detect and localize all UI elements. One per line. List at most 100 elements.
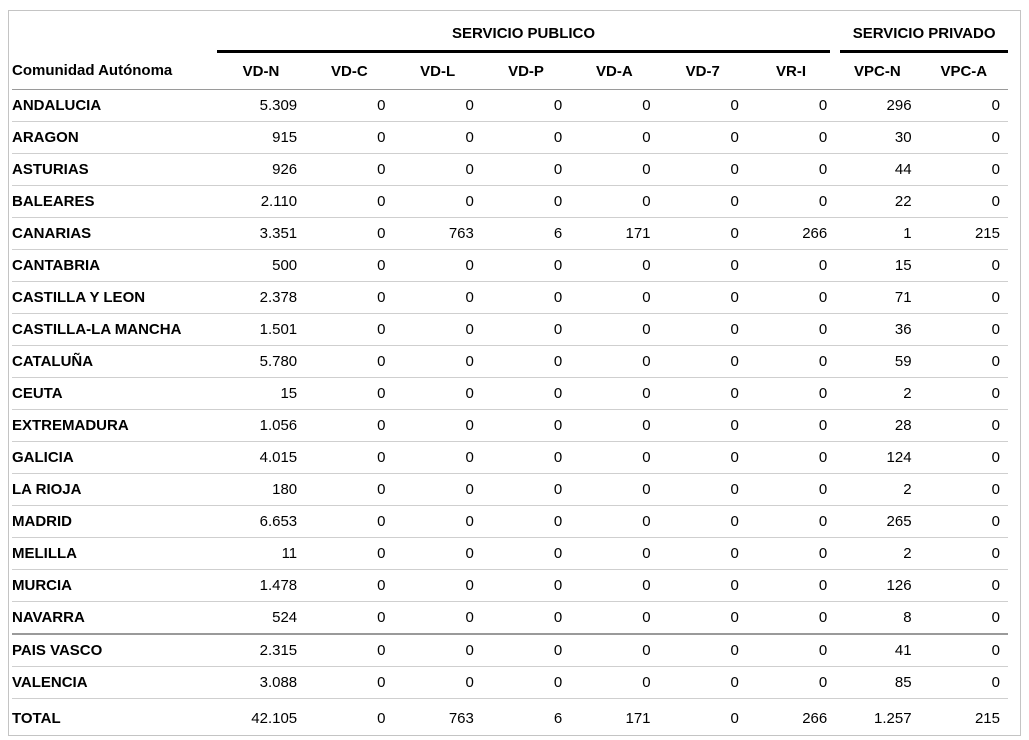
row-community-name: MADRID: [12, 505, 217, 538]
row-value-cell: 2.378: [216, 281, 306, 314]
table-row: CASTILLA Y LEON 2.378 0 0 0 0 0 0 71 0: [12, 281, 1008, 314]
row-community-name: VALENCIA: [12, 666, 217, 699]
table-row: NAVARRA 524 0 0 0 0 0 0 8 0: [12, 601, 1008, 635]
table-row: ASTURIAS 926 0 0 0 0 0 0 44 0: [12, 153, 1008, 186]
row-value-cell: 0: [393, 313, 482, 346]
row-value-cell: 0: [658, 121, 747, 154]
table-row: CANTABRIA 500 0 0 0 0 0 0 15 0: [12, 249, 1008, 282]
row-value-cell: 0: [305, 249, 394, 282]
row-value-cell: 0: [746, 441, 836, 474]
row-value-cell: 0: [919, 505, 1008, 538]
row-value-cell: 296: [835, 89, 920, 122]
row-value-cell: 0: [393, 121, 482, 154]
row-value-cell: 0: [393, 633, 482, 667]
row-value-cell: 926: [216, 153, 306, 186]
row-value-cell: 0: [305, 153, 394, 186]
column-header: VD-A: [570, 51, 659, 90]
row-value-cell: 0: [919, 601, 1008, 635]
row-value-cell: 0: [393, 569, 482, 602]
row-value-cell: 0: [658, 217, 747, 250]
row-value-cell: 763: [393, 217, 482, 250]
row-value-cell: 0: [658, 569, 747, 602]
row-value-cell: 15: [835, 249, 920, 282]
row-value-cell: 0: [746, 537, 836, 570]
row-community-name: NAVARRA: [12, 601, 217, 635]
row-value-cell: 1.478: [216, 569, 306, 602]
group-header-empty: [12, 16, 217, 52]
row-value-cell: 0: [746, 121, 836, 154]
row-value-cell: 0: [570, 89, 659, 122]
column-header-row: Comunidad Autónoma VD-N VD-C VD-L VD-P V…: [12, 51, 1008, 90]
row-value-cell: 0: [393, 345, 482, 378]
row-value-cell: 0: [746, 633, 836, 667]
row-community-name: ARAGON: [12, 121, 217, 154]
row-value-cell: 0: [919, 473, 1008, 506]
row-value-cell: 0: [570, 409, 659, 442]
row-value-cell: 1.056: [216, 409, 306, 442]
row-value-cell: 6.653: [216, 505, 306, 538]
row-value-cell: 0: [746, 313, 836, 346]
row-value-cell: 0: [570, 601, 659, 635]
row-value-cell: 0: [570, 153, 659, 186]
row-value-cell: 0: [746, 249, 836, 282]
row-community-name: EXTREMADURA: [12, 409, 217, 442]
row-value-cell: 59: [835, 345, 920, 378]
row-value-cell: 0: [305, 441, 394, 474]
row-value-cell: 0: [481, 441, 571, 474]
row-value-cell: 124: [835, 441, 920, 474]
row-value-cell: 0: [746, 153, 836, 186]
row-value-cell: 0: [305, 121, 394, 154]
row-value-cell: 0: [481, 281, 571, 314]
row-value-cell: 0: [481, 345, 571, 378]
row-community-name: MURCIA: [12, 569, 217, 602]
row-value-cell: 0: [481, 89, 571, 122]
row-value-cell: 0: [570, 505, 659, 538]
row-value-cell: 0: [919, 345, 1008, 378]
row-value-cell: 0: [481, 409, 571, 442]
table-row: CEUTA 15 0 0 0 0 0 0 2 0: [12, 377, 1008, 410]
column-header: VPC-N: [835, 51, 920, 90]
row-value-cell: 2: [835, 537, 920, 570]
row-community-name: CATALUÑA: [12, 345, 217, 378]
row-value-cell: 0: [393, 666, 482, 699]
row-community-name: CANARIAS: [12, 217, 217, 250]
row-value-cell: 0: [919, 249, 1008, 282]
row-value-cell: 0: [658, 345, 747, 378]
row-value-cell: 0: [658, 185, 747, 218]
row-value-cell: 0: [570, 377, 659, 410]
row-value-cell: 0: [393, 537, 482, 570]
row-value-cell: 0: [481, 185, 571, 218]
table-row: CASTILLA-LA MANCHA 1.501 0 0 0 0 0 0 36 0: [12, 313, 1008, 346]
row-value-cell: 0: [919, 153, 1008, 186]
row-value-cell: 6: [481, 217, 571, 250]
row-community-name: LA RIOJA: [12, 473, 217, 506]
row-value-cell: 0: [570, 313, 659, 346]
row-value-cell: 0: [919, 89, 1008, 122]
total-value-cell: 0: [730, 709, 739, 727]
row-community-name: CASTILLA Y LEON: [12, 281, 217, 314]
row-value-cell: 0: [305, 345, 394, 378]
row-value-cell: 0: [570, 537, 659, 570]
row-value-cell: 3.351: [216, 217, 306, 250]
group-header-row: SERVICIO PUBLICO SERVICIO PRIVADO: [12, 16, 1008, 53]
table-row: LA RIOJA 180 0 0 0 0 0 0 2 0: [12, 473, 1008, 506]
row-value-cell: 0: [658, 473, 747, 506]
row-value-cell: 0: [305, 569, 394, 602]
group-header-private: SERVICIO PRIVADO: [830, 16, 1008, 53]
table-row: VALENCIA 3.088 0 0 0 0 0 0 85 0: [12, 666, 1008, 699]
row-value-cell: 5.780: [216, 345, 306, 378]
row-value-cell: 0: [393, 377, 482, 410]
row-community-name: CANTABRIA: [12, 249, 217, 282]
row-value-cell: 0: [919, 666, 1008, 699]
row-value-cell: 0: [305, 377, 394, 410]
row-value-cell: 0: [305, 217, 394, 250]
row-value-cell: 28: [835, 409, 920, 442]
row-value-cell: 0: [393, 505, 482, 538]
row-value-cell: 0: [919, 441, 1008, 474]
row-value-cell: 0: [570, 473, 659, 506]
total-value-cell: 763: [448, 709, 474, 727]
row-value-cell: 0: [919, 633, 1008, 667]
column-header: VR-I: [746, 51, 836, 90]
row-value-cell: 0: [570, 569, 659, 602]
row-value-cell: 0: [305, 601, 394, 635]
